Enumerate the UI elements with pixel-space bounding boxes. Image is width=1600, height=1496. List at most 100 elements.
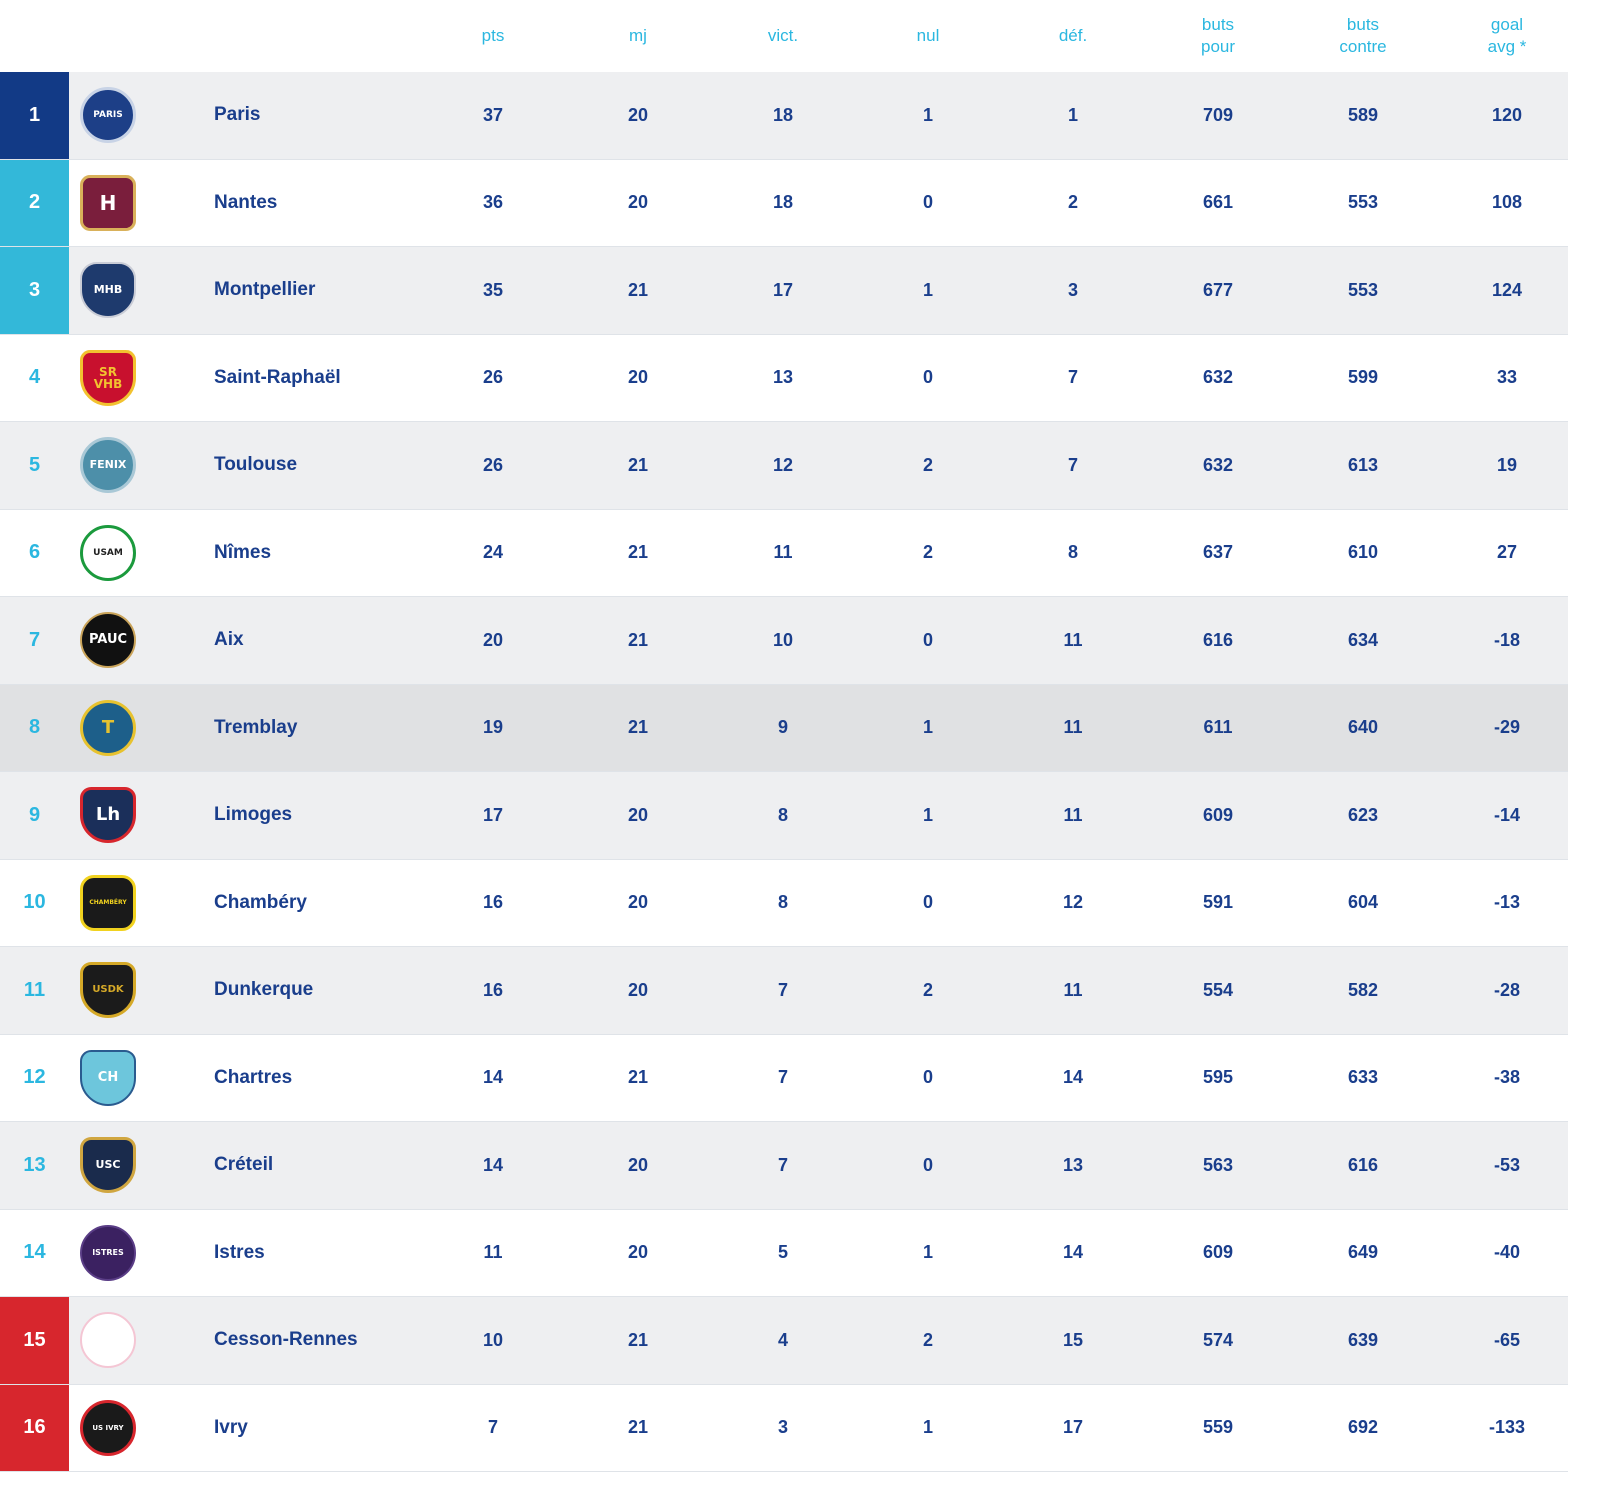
stat-nul: 2	[922, 454, 933, 475]
stat-ga: 120	[1491, 104, 1523, 125]
stat-bc: 610	[1347, 542, 1379, 563]
table-row[interactable]: 2 H Nantes 36 20 18 0 2 661 553 108	[0, 159, 1568, 247]
table-row[interactable]: 5 FENIX Toulouse 26 21 12 2 7 632 613 19	[0, 422, 1568, 510]
table-row[interactable]: 13 USC Créteil 14 20 7 0 13 563 616 -53	[0, 1122, 1568, 1210]
team-name-link[interactable]: Istres	[214, 1241, 265, 1263]
column-header-def[interactable]: déf.	[1058, 26, 1088, 45]
rank-cell: 2	[0, 159, 69, 246]
stat-def: 14	[1062, 1067, 1084, 1088]
stat-mj: 20	[627, 367, 649, 388]
stat-ga: -29	[1493, 717, 1520, 738]
stat-mj: 21	[627, 454, 649, 475]
stat-pts: 26	[482, 367, 504, 388]
stat-nul: 0	[922, 1067, 933, 1088]
column-header-mj[interactable]: mj	[629, 26, 647, 45]
stat-pts: 19	[482, 717, 504, 738]
table-row[interactable]: 7 PAUC Aix 20 21 10 0 11 616 634 -18	[0, 597, 1568, 685]
logo-text: H	[99, 190, 117, 215]
stat-mj: 21	[627, 629, 649, 650]
stat-pts: 37	[482, 104, 504, 125]
team-name-link[interactable]: Nantes	[214, 191, 278, 213]
stat-vict: 18	[772, 104, 794, 125]
table-row[interactable]: 3 MHB Montpellier 35 21 17 1 3 677 553 124	[0, 247, 1568, 335]
istres-crest-icon: ISTRES	[80, 1224, 136, 1281]
stat-pts: 16	[482, 892, 504, 913]
team-name-link[interactable]: Dunkerque	[214, 979, 314, 1001]
rank-cell: 14	[23, 1241, 46, 1264]
stat-pts: 35	[482, 279, 504, 300]
stat-bp: 595	[1202, 1067, 1234, 1088]
stat-vict: 10	[772, 629, 794, 650]
column-header-nul[interactable]: nul	[916, 26, 940, 45]
team-name-link[interactable]: Limoges	[214, 804, 293, 826]
stat-def: 17	[1062, 1417, 1084, 1438]
stat-nul: 1	[922, 104, 933, 125]
team-name-link[interactable]: Créteil	[214, 1154, 274, 1176]
rank-cell: 3	[0, 247, 69, 334]
rank-cell: 4	[28, 366, 41, 389]
table-row[interactable]: 8 T Tremblay 19 21 9 1 11 611 640 -29	[0, 684, 1568, 772]
chambery-crest-icon: CHAMBÉRY	[80, 874, 136, 931]
stat-bc: 599	[1347, 367, 1379, 388]
stat-vict: 7	[777, 1067, 788, 1088]
stat-ga: 33	[1496, 367, 1518, 388]
team-name-link[interactable]: Ivry	[214, 1416, 248, 1438]
stat-pts: 16	[482, 979, 504, 1000]
team-name-link[interactable]: Chambéry	[214, 891, 307, 913]
logo-text: MHB	[93, 283, 123, 297]
stat-ga: 108	[1491, 192, 1523, 213]
table-row[interactable]: 11 USDK Dunkerque 16 20 7 2 11 554 582 -28	[0, 947, 1568, 1035]
stat-pts: 24	[482, 542, 504, 563]
stat-mj: 20	[627, 804, 649, 825]
table-row[interactable]: 15 Cesson-Rennes 10 21 4 2 15 574 639 -65	[0, 1297, 1568, 1385]
mhb-crest-icon: MHB	[80, 262, 136, 319]
table-body: 1 PARIS Paris 37 20 18 1 1 709 589 120 2 H Nantes 36 20…	[0, 72, 1568, 1472]
stat-pts: 7	[487, 1417, 498, 1438]
team-name-link[interactable]: Chartres	[214, 1066, 293, 1088]
team-name-link[interactable]: Paris	[214, 104, 261, 126]
column-header-pts[interactable]: pts	[481, 26, 505, 45]
team-name-link[interactable]: Saint-Raphaël	[214, 366, 341, 388]
rank-cell: 16	[0, 1384, 69, 1471]
column-header-bc[interactable]: buts contre	[1339, 15, 1387, 56]
stat-def: 12	[1062, 892, 1084, 913]
table-row[interactable]: 10 CHAMBÉRY Chambéry 16 20 8 0 12 591 604 -13	[0, 859, 1568, 947]
stat-bc: 649	[1347, 1242, 1379, 1263]
stat-ga: -13	[1493, 892, 1520, 913]
table-row[interactable]: 4 SR VHB Saint-Raphaël 26 20 13 0 7 632 599 33	[0, 334, 1568, 422]
table-row[interactable]: 16 US IVRY Ivry 7 21 3 1 17 559 692 -133	[0, 1384, 1568, 1472]
stat-vict: 7	[777, 979, 788, 1000]
team-name-link[interactable]: Toulouse	[214, 454, 298, 476]
stat-def: 7	[1067, 367, 1078, 388]
stat-bc: 553	[1347, 192, 1379, 213]
stat-pts: 36	[482, 192, 504, 213]
team-name-link[interactable]: Cesson-Rennes	[214, 1329, 358, 1351]
stat-vict: 4	[777, 1329, 788, 1350]
stat-ga: -18	[1493, 629, 1520, 650]
rank-cell: 5	[28, 453, 41, 476]
team-name-link[interactable]: Nîmes	[214, 541, 272, 563]
table-row[interactable]: 14 ISTRES Istres 11 20 5 1 14 609 649 -40	[0, 1209, 1568, 1297]
column-header-bp[interactable]: buts pour	[1200, 15, 1236, 56]
stat-vict: 9	[777, 717, 788, 738]
stat-def: 15	[1062, 1329, 1084, 1350]
column-header-ga[interactable]: goal avg *	[1487, 15, 1527, 56]
team-name-link[interactable]: Tremblay	[214, 716, 298, 738]
stat-bp: 609	[1202, 804, 1234, 825]
stat-ga: 124	[1491, 279, 1523, 300]
stat-bc: 634	[1347, 629, 1379, 650]
stat-vict: 8	[777, 892, 788, 913]
cesson-rennes-crest-icon	[80, 1312, 136, 1369]
stat-bc: 623	[1347, 804, 1379, 825]
usam-crest-icon: USAM	[80, 524, 136, 581]
team-name-link[interactable]: Aix	[214, 629, 244, 651]
table-row[interactable]: 9 Lh Limoges 17 20 8 1 11 609 623 -14	[0, 772, 1568, 860]
team-name-link[interactable]: Montpellier	[214, 279, 316, 301]
fenix-crest-icon: FENIX	[80, 437, 136, 494]
table-row[interactable]: 1 PARIS Paris 37 20 18 1 1 709 589 120	[0, 72, 1568, 160]
table-row[interactable]: 6 USAM Nîmes 24 21 11 2 8 637 610 27	[0, 509, 1568, 597]
column-header-vict[interactable]: vict.	[767, 26, 799, 45]
stat-nul: 0	[922, 1154, 933, 1175]
us-ivry-crest-icon: US IVRY	[80, 1399, 136, 1456]
table-row[interactable]: 12 CH Chartres 14 21 7 0 14 595 633 -38	[0, 1034, 1568, 1122]
